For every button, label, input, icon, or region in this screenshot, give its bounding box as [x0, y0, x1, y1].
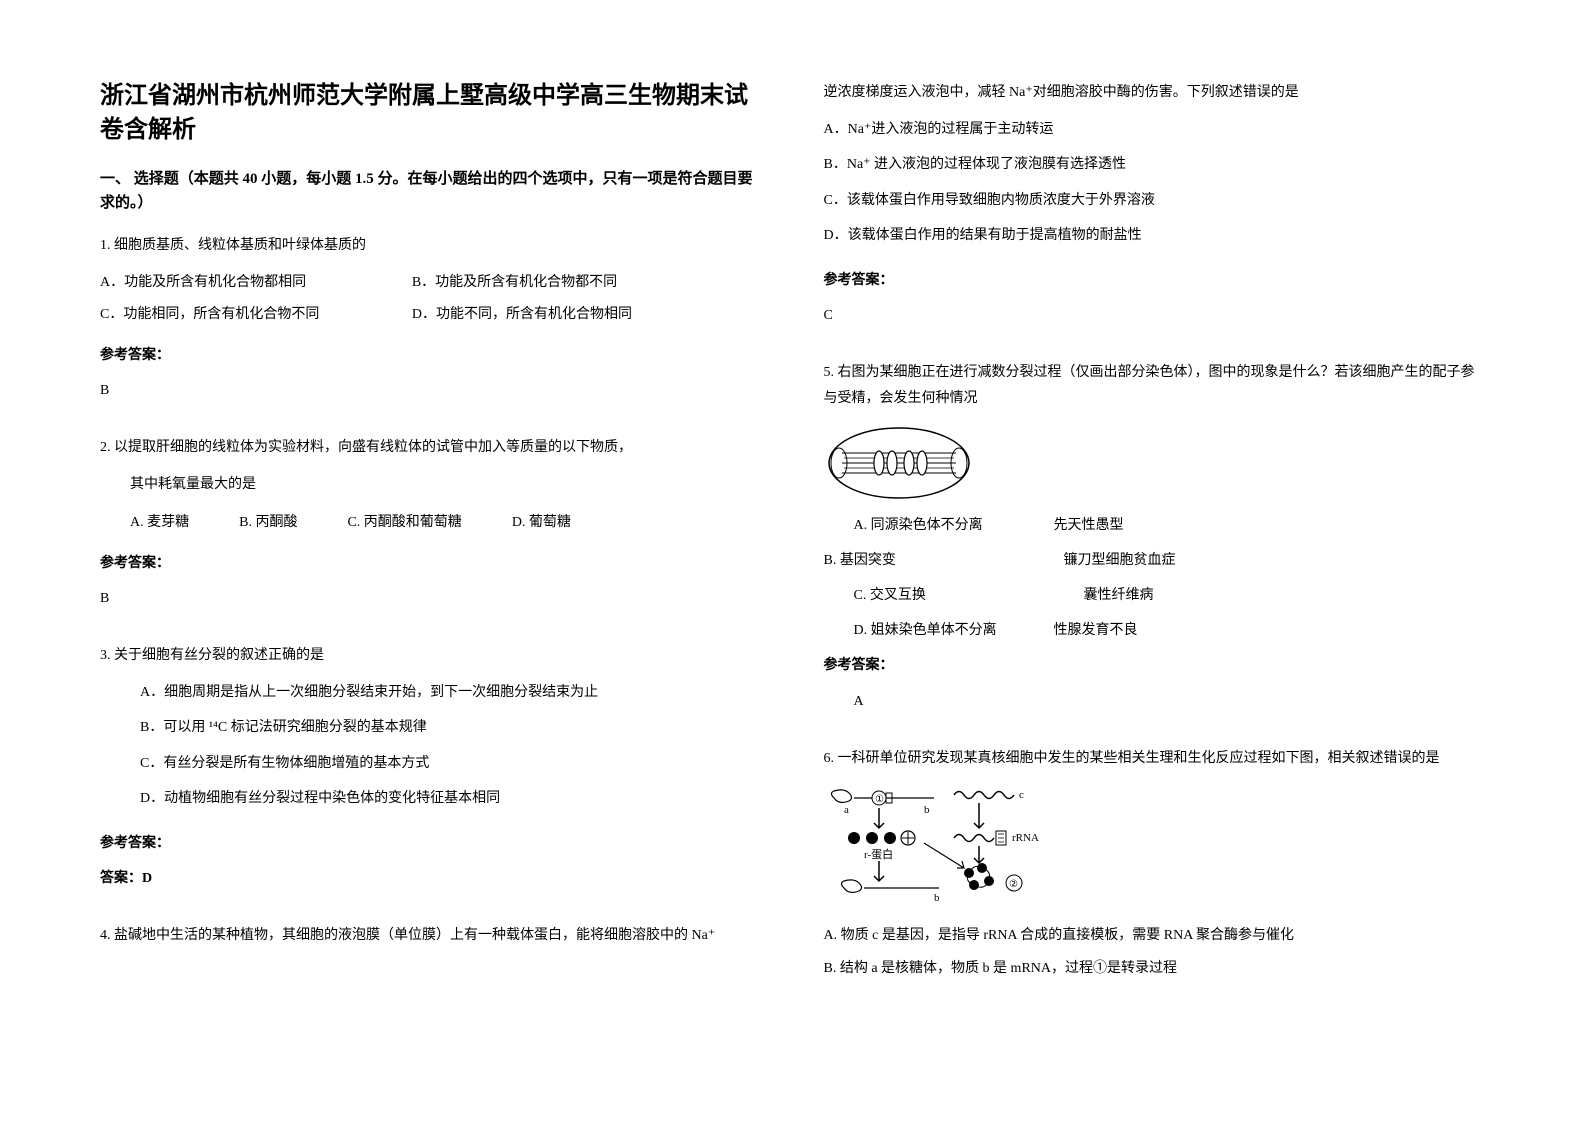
- question-3: 3. 关于细胞有丝分裂的叙述正确的是 A．细胞周期是指从上一次细胞分裂结束开始，…: [100, 643, 764, 909]
- question-4-start: 4. 盐碱地中生活的某种植物，其细胞的液泡膜（单位膜）上有一种载体蛋白，能将细胞…: [100, 923, 764, 960]
- left-column: 浙江省湖州市杭州师范大学附属上墅高级中学高三生物期末试卷含解析 一、 选择题（本…: [100, 80, 764, 1042]
- q5-option-c: C. 交叉互换 囊性纤维病: [824, 583, 1488, 608]
- q1-options: A．功能及所含有机化合物都相同 B．功能及所含有机化合物都不同 C．功能相同，所…: [100, 270, 764, 332]
- q5-cell-figure: [824, 423, 1488, 503]
- q3-answer: 答案：D: [100, 866, 764, 891]
- q4-option-d: D．该载体蛋白作用的结果有助于提高植物的耐盐性: [824, 223, 1448, 248]
- q2-option-c: C. 丙酮酸和葡萄糖: [347, 510, 461, 535]
- q5-opt-c-right: 囊性纤维病: [1084, 583, 1154, 608]
- q1-option-a: A．功能及所含有机化合物都相同: [100, 270, 399, 295]
- q6-label-a: a: [844, 804, 849, 816]
- q4-answer-label: 参考答案：: [824, 268, 1488, 293]
- q5-opt-b-right: 镰刀型细胞贫血症: [1064, 548, 1176, 573]
- q3-answer-label: 参考答案：: [100, 831, 764, 856]
- document-title: 浙江省湖州市杭州师范大学附属上墅高级中学高三生物期末试卷含解析: [100, 80, 764, 147]
- q1-text: 1. 细胞质基质、线粒体基质和叶绿体基质的: [100, 233, 764, 258]
- q4-text2: 逆浓度梯度运入液泡中，减轻 Na⁺对细胞溶胶中酶的伤害。下列叙述错误的是: [824, 80, 1488, 105]
- q4-option-a: A．Na⁺进入液泡的过程属于主动转运: [824, 117, 1448, 142]
- q2-option-a: A. 麦芽糖: [130, 510, 189, 535]
- q3-option-c: C．有丝分裂是所有生物体细胞增殖的基本方式: [100, 751, 724, 776]
- q6-label-protein: r-蛋白: [864, 847, 893, 861]
- q3-options: A．细胞周期是指从上一次细胞分裂结束开始，到下一次细胞分裂结束为止 B．可以用 …: [100, 680, 764, 821]
- section-header: 一、 选择题（本题共 40 小题，每小题 1.5 分。在每小题给出的四个选项中，…: [100, 167, 764, 215]
- q2-option-d: D. 葡萄糖: [512, 510, 571, 535]
- q5-options: A. 同源染色体不分离 先天性愚型 B. 基因突变 镰刀型细胞贫血症 C. 交叉…: [824, 513, 1488, 644]
- q4-options: A．Na⁺进入液泡的过程属于主动转运 B．Na⁺ 进入液泡的过程体现了液泡膜有选…: [824, 117, 1488, 258]
- q6-text: 6. 一科研单位研究发现某真核细胞中发生的某些相关生理和生化反应过程如下图，相关…: [824, 746, 1488, 771]
- q1-option-b: B．功能及所含有机化合物都不同: [412, 270, 711, 295]
- q5-option-d: D. 姐妹染色单体不分离 性腺发育不良: [824, 618, 1488, 643]
- q4-answer: C: [824, 303, 1488, 328]
- q6-option-b: B. 结构 a 是核糖体，物质 b 是 mRNA，过程①是转录过程: [824, 956, 1488, 981]
- q2-text2: 其中耗氧量最大的是: [100, 472, 764, 497]
- q4-text: 4. 盐碱地中生活的某种植物，其细胞的液泡膜（单位膜）上有一种载体蛋白，能将细胞…: [100, 923, 764, 948]
- right-column: 逆浓度梯度运入液泡中，减轻 Na⁺对细胞溶胶中酶的伤害。下列叙述错误的是 A．N…: [824, 80, 1488, 1042]
- q6-label-b: b: [924, 804, 930, 816]
- q2-text: 2. 以提取肝细胞的线粒体为实验材料，向盛有线粒体的试管中加入等质量的以下物质，: [100, 435, 764, 460]
- q5-opt-d-left: D. 姐妹染色单体不分离: [854, 618, 1054, 643]
- q4-option-c: C．该载体蛋白作用导致细胞内物质浓度大于外界溶液: [824, 188, 1448, 213]
- q5-answer-label: 参考答案：: [824, 653, 1488, 678]
- q3-text: 3. 关于细胞有丝分裂的叙述正确的是: [100, 643, 764, 668]
- question-1: 1. 细胞质基质、线粒体基质和叶绿体基质的 A．功能及所含有机化合物都相同 B．…: [100, 233, 764, 421]
- svg-text:b: b: [934, 892, 940, 904]
- q2-options: A. 麦芽糖 B. 丙酮酸 C. 丙酮酸和葡萄糖 D. 葡萄糖: [100, 510, 764, 541]
- question-2: 2. 以提取肝细胞的线粒体为实验材料，向盛有线粒体的试管中加入等质量的以下物质，…: [100, 435, 764, 629]
- q6-option-a: A. 物质 c 是基因，是指导 rRNA 合成的直接模板，需要 RNA 聚合酶参…: [824, 923, 1488, 948]
- q5-option-b: B. 基因突变 镰刀型细胞贫血症: [824, 548, 1488, 573]
- q3-option-a: A．细胞周期是指从上一次细胞分裂结束开始，到下一次细胞分裂结束为止: [100, 680, 724, 705]
- svg-text:①: ①: [875, 794, 884, 805]
- q5-option-a: A. 同源染色体不分离 先天性愚型: [824, 513, 1488, 538]
- q6-diagram-figure: a ① b c r-蛋白: [824, 783, 1488, 913]
- question-6: 6. 一科研单位研究发现某真核细胞中发生的某些相关生理和生化反应过程如下图，相关…: [824, 746, 1488, 982]
- question-4-continued: 逆浓度梯度运入液泡中，减轻 Na⁺对细胞溶胶中酶的伤害。下列叙述错误的是 A．N…: [824, 80, 1488, 346]
- q3-option-b: B．可以用 ¹⁴C 标记法研究细胞分裂的基本规律: [100, 715, 724, 740]
- q2-answer-label: 参考答案：: [100, 551, 764, 576]
- q5-opt-b-left: B. 基因突变: [824, 548, 1064, 573]
- q1-option-c: C．功能相同，所含有机化合物不同: [100, 302, 399, 327]
- q5-answer: A: [824, 689, 1488, 714]
- q5-opt-d-right: 性腺发育不良: [1054, 618, 1138, 643]
- q5-opt-a-right: 先天性愚型: [1054, 513, 1124, 538]
- q3-option-d: D．动植物细胞有丝分裂过程中染色体的变化特征基本相同: [100, 786, 724, 811]
- q5-opt-a-left: A. 同源染色体不分离: [854, 513, 1054, 538]
- q1-answer-label: 参考答案：: [100, 343, 764, 368]
- question-5: 5. 右图为某细胞正在进行减数分裂过程（仅画出部分染色体），图中的现象是什么？若…: [824, 360, 1488, 732]
- q6-label-rrna: rRNA: [1012, 832, 1039, 844]
- q5-text: 5. 右图为某细胞正在进行减数分裂过程（仅画出部分染色体），图中的现象是什么？若…: [824, 360, 1488, 410]
- q1-option-d: D．功能不同，所含有机化合物相同: [412, 302, 711, 327]
- svg-text:②: ②: [1009, 879, 1018, 890]
- q5-opt-c-left: C. 交叉互换: [854, 583, 1084, 608]
- q6-label-c: c: [1019, 789, 1024, 801]
- q2-option-b: B. 丙酮酸: [239, 510, 297, 535]
- q4-option-b: B．Na⁺ 进入液泡的过程体现了液泡膜有选择透性: [824, 152, 1448, 177]
- q2-answer: B: [100, 586, 764, 611]
- q1-answer: B: [100, 378, 764, 403]
